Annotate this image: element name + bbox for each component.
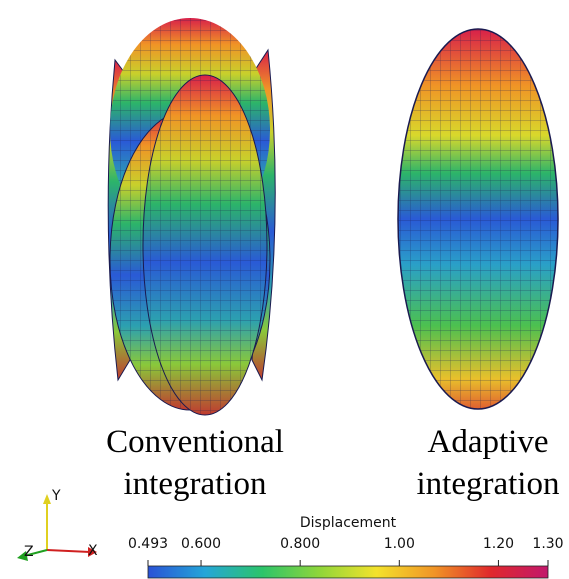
caption: integration — [417, 466, 560, 502]
conventional-shape — [108, 18, 275, 415]
caption: integration — [124, 466, 267, 502]
tick-label: 1.30 — [532, 536, 563, 552]
tick-label: 0.600 — [181, 536, 221, 552]
adaptive-shape — [398, 29, 558, 409]
tick-label: 1.00 — [384, 536, 415, 552]
colorbar-title: Displacement — [300, 515, 397, 531]
caption: Adaptive — [428, 424, 549, 460]
axis-label: Z — [24, 544, 34, 560]
axis-label: Y — [51, 488, 61, 504]
caption: Conventional — [106, 424, 284, 460]
page: Conventional integration Adaptive integrati… — [0, 0, 569, 579]
tick-label: 0.493 — [128, 536, 168, 552]
tick-label: 0.800 — [280, 536, 320, 552]
colorbar — [148, 566, 548, 578]
tick-label: 1.20 — [483, 536, 514, 552]
axis-label: X — [88, 543, 98, 559]
figure: Conventional integration Adaptive integrati… — [0, 0, 569, 579]
